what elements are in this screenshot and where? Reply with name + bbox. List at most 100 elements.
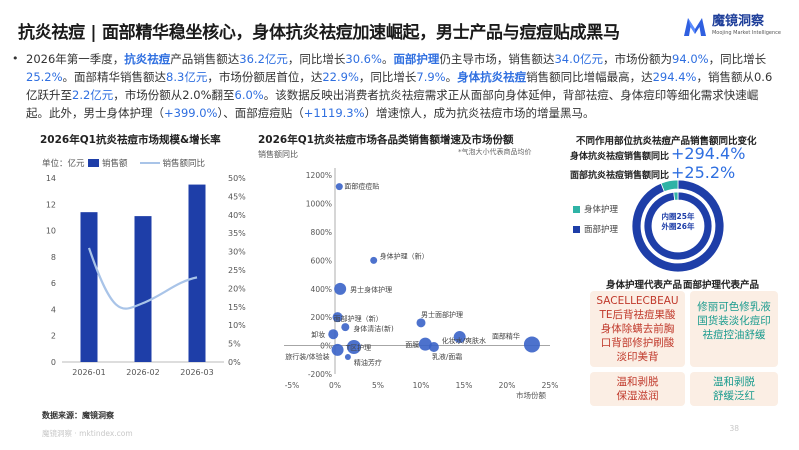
x-tick-label: 20% (499, 381, 516, 390)
donut-slice (660, 179, 679, 193)
bubble-label: 面膜 (405, 340, 419, 349)
legend-face-label: 面部护理 (584, 225, 619, 235)
bubble (331, 343, 344, 356)
summary-text: 。 (445, 70, 458, 84)
bubble-label: 面部护理（新） (334, 314, 383, 323)
bubble-label: 卸妆 (311, 330, 325, 339)
donut-inner-label: 内圈25年 (661, 212, 695, 221)
face-product-line: 祛痘控油舒缓 (702, 329, 766, 341)
face-product-line: 修丽可色修乳液 (697, 301, 771, 313)
summary-highlight: 36.2亿元 (239, 52, 288, 66)
left-chart-legend: 销售额 销售额同比 (88, 157, 205, 169)
body-benefit-line: 温和剥脱 (616, 376, 659, 388)
body-benefit-list: 温和剥脱 保湿滋润 (590, 375, 685, 403)
bar (80, 212, 98, 362)
body-growth-value: +294.4% (671, 144, 746, 163)
summary-text: ，同比增长 (287, 52, 346, 66)
y-tick-label: 8 (51, 253, 56, 262)
y-tick-label: 600% (311, 256, 332, 265)
bubble-label: 化妆水/爽肤水 (442, 336, 486, 345)
bubble-label: T区护理 (345, 343, 371, 352)
mid-chart-title: 2026年Q1抗炎祛痘市场各品类销售额增速及市场份额 (258, 134, 514, 146)
summary-text: ，同比增长 (358, 70, 417, 84)
face-products-heading: 面部护理代表产品 (683, 280, 760, 291)
left-chart-unit: 单位：亿元 (42, 159, 85, 169)
bubble (344, 353, 351, 360)
face-product-line: 国货装淡化痘印 (697, 315, 771, 327)
summary-text: 仍主导市场，销售额达 (439, 52, 555, 66)
page-number: 38 (729, 424, 739, 433)
y-tick-label: 0% (320, 342, 332, 351)
bubble (341, 323, 350, 332)
bubble-label: 精油芳疗 (354, 358, 382, 367)
bubble (453, 331, 466, 344)
summary-text: ，市场份额居首位，达 (207, 70, 323, 84)
bubble (428, 342, 439, 353)
bubble-label: 身体清洁(新) (353, 324, 394, 333)
body-growth-label: 身体抗炎祛痘销售额同比 (570, 152, 670, 162)
x-axis-title: 市场份额 (516, 390, 546, 400)
legend-line-label: 销售额同比 (162, 159, 206, 169)
bubble-label: 身体护理（新） (380, 251, 429, 260)
left-chart-title: 2026年Q1抗炎祛痘市场规模&增长率 (40, 134, 221, 146)
legend-body-label: 身体护理 (584, 205, 619, 215)
face-growth-metric: 面部抗炎祛痘销售额同比 +25.2% (570, 163, 735, 182)
face-benefit-line: 温和剥脱 (713, 376, 755, 388)
body-product-line: SACELLECBEAU (596, 295, 679, 307)
body-growth-metric: 身体抗炎祛痘销售额同比 +294.4% (570, 144, 745, 163)
summary-highlight: 6.0% (234, 88, 264, 102)
y2-tick-label: 5% (228, 340, 241, 349)
summary-text: 。 (381, 52, 394, 66)
summary-highlight: 面部护理 (393, 52, 440, 66)
summary-text: ，市场份额为 (603, 52, 673, 66)
data-source: 数据来源：魔镜洞察 (42, 411, 114, 420)
y2-tick-label: 20% (228, 284, 246, 293)
x-tick-label: 5% (372, 381, 384, 390)
y2-tick-label: 40% (228, 211, 246, 220)
summary-text: ，同比增长 (708, 52, 767, 66)
summary-highlight: 8.3亿元 (166, 70, 208, 84)
summary-highlight: 抗炎祛痘 (124, 52, 171, 66)
y-tick-label: 200% (311, 313, 332, 322)
body-product-line: 淡印美背 (616, 351, 659, 363)
summary-text: ，销售额从0.6亿跃升至 (26, 70, 773, 102)
y2-tick-label: 30% (228, 248, 246, 257)
y-tick-label: 1000% (306, 200, 332, 209)
body-benefit-card (590, 372, 685, 406)
bullet: • (12, 52, 19, 65)
y-tick-label: 12 (46, 200, 56, 209)
body-product-line: 口背部修护刷酸 (600, 337, 675, 349)
legend-bar-swatch (88, 159, 99, 167)
y2-tick-label: 0% (228, 358, 241, 367)
face-benefit-line: 舒缓泛红 (713, 390, 755, 402)
bubble (416, 318, 426, 328)
face-benefit-card (690, 372, 778, 406)
legend-face: 面部护理 (573, 223, 618, 235)
summary-highlight: 7.9% (416, 70, 446, 84)
face-product-card (690, 291, 778, 367)
donut-slice (673, 191, 679, 201)
bubble-label: 面部精华 (492, 331, 520, 340)
right-panel-title: 不同作用部位抗炎祛痘产品销售额同比变化 (576, 136, 757, 147)
y2-tick-label: 50% (228, 174, 246, 183)
donut-slice (643, 191, 713, 261)
y2-tick-label: 10% (228, 321, 246, 330)
y-tick-label: 4 (51, 305, 56, 314)
summary-text: 。面部精华销售额达 (62, 70, 167, 84)
body-product-list: SACELLECBEAU TE后背祛痘果酸 身体除螨去前胸 口背部修护刷酸 淡印… (590, 294, 685, 364)
bubble-label: 乳液/面霜 (432, 352, 462, 361)
bubble (523, 336, 540, 353)
body-product-card (590, 291, 685, 367)
logo-m-icon (683, 18, 706, 36)
y-tick-label: 800% (311, 228, 332, 237)
summary-highlight: 25.2% (26, 70, 63, 84)
body-products-heading: 身体护理代表产品 (606, 280, 683, 291)
bubble-label: 面部痘痘贴 (344, 182, 379, 191)
summary-highlight: +399.0% (164, 106, 218, 120)
x-tick-label: 10% (413, 381, 430, 390)
bubble (418, 337, 432, 351)
y2-tick-label: 45% (228, 192, 246, 201)
face-product-list: 修丽可色修乳液 国货装淡化痘印 祛痘控油舒缓 (690, 300, 778, 342)
y-tick-label: -200% (308, 370, 332, 379)
summary-text: 2026年第一季度， (26, 52, 125, 66)
